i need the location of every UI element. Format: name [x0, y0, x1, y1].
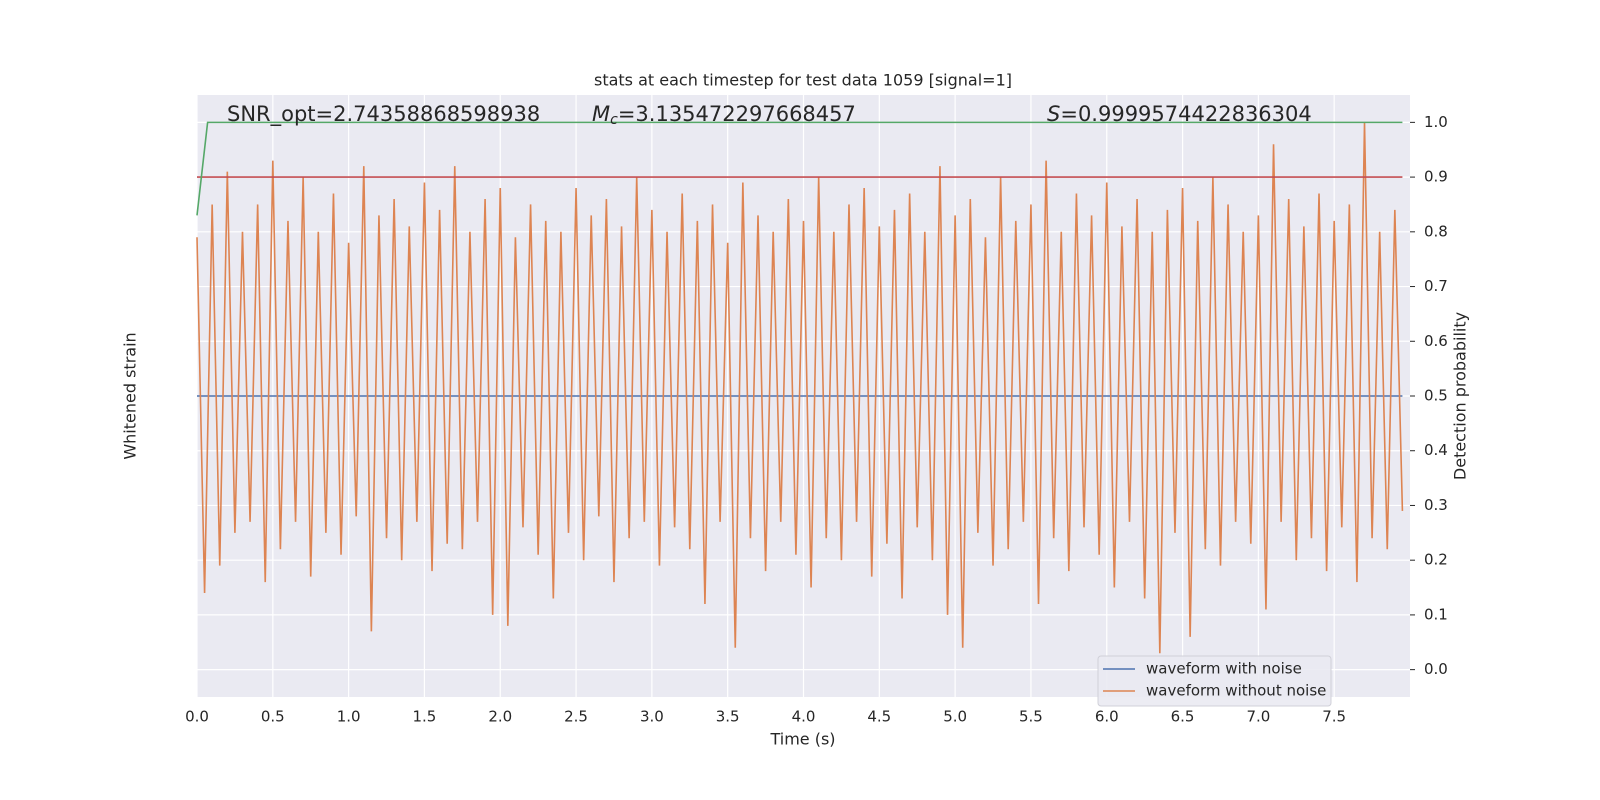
x-axis-label: Time (s)	[769, 730, 835, 749]
x-tick-label: 4.0	[792, 708, 816, 726]
x-tick-label: 1.5	[413, 708, 437, 726]
legend-label: waveform with noise	[1146, 660, 1302, 678]
x-tick-label: 5.0	[943, 708, 967, 726]
marks	[196, 121, 1404, 654]
y2-tick-label: 0.6	[1424, 332, 1448, 350]
series-line	[196, 122, 1404, 654]
s-text: =0.9999574422836304	[1060, 102, 1311, 126]
annotation-snr: SNR_opt=2.74358868598938	[227, 102, 540, 127]
x-tick-label: 6.0	[1095, 708, 1119, 726]
chart-title: stats at each timestep for test data 105…	[594, 71, 1012, 90]
x-tick-label: 6.5	[1171, 708, 1195, 726]
legend: waveform with noise waveform without nois…	[1097, 655, 1332, 707]
x-tick-label: 7.5	[1322, 708, 1346, 726]
y2-tick-label: 0.3	[1424, 496, 1448, 514]
y2-tick-label: 1.0	[1424, 113, 1448, 131]
x-tick-label: 0.0	[185, 708, 209, 726]
y-axis-label: Whitened strain	[121, 332, 140, 459]
mc-text: =3.135472297668457	[618, 102, 856, 126]
y2-tick-label: 0.1	[1424, 605, 1448, 623]
detection-probability-line	[196, 121, 1403, 216]
legend-label: waveform without noise	[1146, 682, 1326, 700]
mc-symbol: M	[592, 102, 610, 126]
y2-tick-label: 0.5	[1424, 387, 1448, 405]
y2-axis-label: Detection probability	[1451, 312, 1470, 480]
annotation-mc: Mc=3.135472297668457	[592, 102, 856, 128]
mc-subscript: c	[610, 112, 618, 128]
y2-tick-label: 0.9	[1424, 168, 1448, 186]
x-tick-label: 3.0	[640, 708, 664, 726]
x-tick-label: 2.5	[564, 708, 588, 726]
x-tick-label: 0.5	[261, 708, 285, 726]
y2-tick-label: 0.4	[1424, 441, 1448, 459]
s-symbol: S	[1047, 102, 1060, 126]
x-tick-label: 7.0	[1246, 708, 1270, 726]
x-tick-label: 4.5	[867, 708, 891, 726]
legend-box	[1097, 655, 1332, 707]
x-tick-label: 3.5	[716, 708, 740, 726]
y2-tick-label: 0.0	[1424, 660, 1448, 678]
x-tick-label: 2.0	[488, 708, 512, 726]
y2-tick-label: 0.2	[1424, 551, 1448, 569]
annotation-s: S=0.9999574422836304	[1047, 102, 1312, 126]
x-tick-label: 5.5	[1019, 708, 1043, 726]
y2-tick-label: 0.7	[1424, 277, 1448, 295]
y2-tick-label: 0.8	[1424, 222, 1448, 240]
x-tick-label: 1.0	[337, 708, 361, 726]
